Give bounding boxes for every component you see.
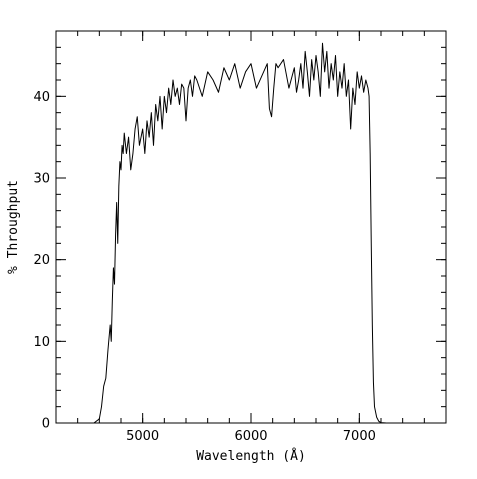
y-tick-label: 0 <box>42 417 50 432</box>
throughput-series-line <box>56 42 446 424</box>
x-tick-label: 6000 <box>234 429 267 444</box>
y-tick-label: 30 <box>33 172 50 187</box>
minor-ticks <box>55 30 447 424</box>
x-tick-label: 5000 <box>126 429 159 444</box>
x-axis-label: Wavelength (Å) <box>196 448 306 464</box>
y-tick-label: 10 <box>33 335 50 350</box>
x-tick-label: 7000 <box>343 429 376 444</box>
y-tick-label: 40 <box>33 90 50 105</box>
y-axis-label: % Throughput <box>6 180 21 274</box>
tick-labels: 5000 6000 7000 0 10 20 30 40 <box>33 90 375 444</box>
major-ticks <box>56 31 446 424</box>
plot-frame <box>55 30 447 424</box>
y-tick-label: 20 <box>33 253 50 268</box>
